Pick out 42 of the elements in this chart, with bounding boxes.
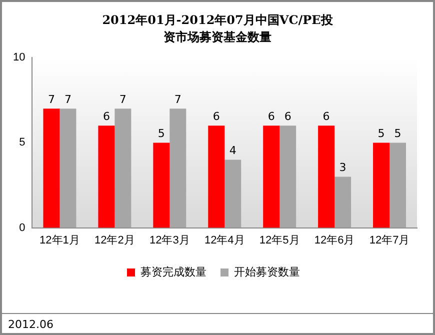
y-tick-label: 5 [19, 136, 26, 149]
data-label: 5 [378, 127, 385, 140]
data-label: 6 [212, 110, 220, 124]
data-label: 3 [339, 161, 346, 174]
bar [153, 142, 170, 228]
bar [208, 126, 225, 228]
y-tick-label: 0 [19, 222, 26, 234]
data-label: 6 [102, 110, 110, 124]
legend-label: 募资完成数量 [140, 266, 206, 279]
data-label: 6 [322, 110, 330, 124]
bar [60, 108, 76, 228]
data-label: 5 [394, 127, 402, 140]
x-tick-label: 12年5月 [259, 234, 300, 246]
data-label: 5 [158, 127, 165, 140]
x-tick-label: 12年1月 [40, 234, 80, 246]
legend-label: 开始募资数量 [234, 266, 300, 279]
text: 2012.06 [2, 313, 433, 333]
data-label: 6 [268, 110, 275, 124]
bar [98, 126, 115, 228]
bar [280, 126, 296, 228]
data-label: 6 [284, 110, 292, 124]
bar [373, 142, 390, 228]
bar [334, 176, 352, 228]
x-tick-label: 12年3月 [149, 234, 190, 246]
x-tick-label: 12年7月 [369, 234, 410, 246]
x-tick-label: 12年2月 [94, 234, 135, 246]
x-tick-label: 12年4月 [204, 234, 245, 246]
bar [114, 108, 132, 228]
y-tick-label: 10 [12, 52, 26, 64]
bar [224, 160, 242, 228]
data-label: 4 [229, 144, 236, 158]
data-label: 7 [174, 93, 182, 106]
chart-title: 2012年01月-2012年07月中国VC/PE投资市场募资基金数量 [101, 12, 334, 46]
bar [263, 126, 280, 228]
bar [390, 142, 406, 228]
data-label: 7 [119, 93, 126, 106]
x-tick-label: 12年6月 [314, 234, 355, 246]
data-label: 7 [64, 93, 72, 106]
bar [318, 126, 335, 228]
bar [170, 108, 186, 228]
data-label: 7 [48, 93, 55, 106]
bar [43, 108, 60, 228]
